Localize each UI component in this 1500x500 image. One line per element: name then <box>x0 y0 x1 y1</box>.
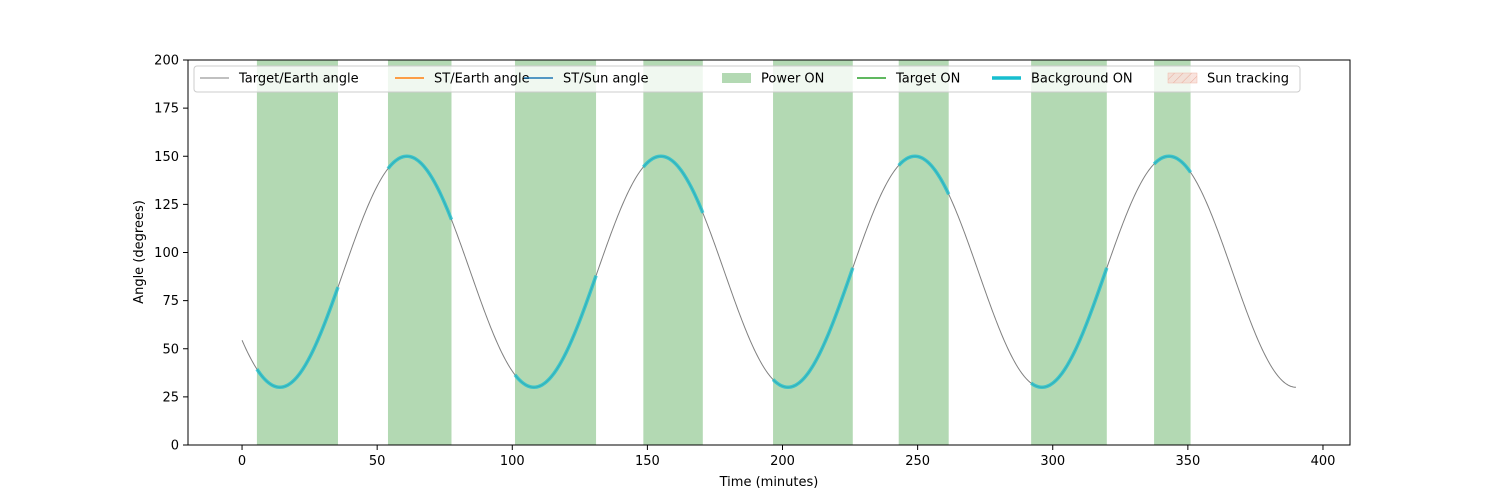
legend-handle-6 <box>1167 72 1198 84</box>
legend-label-5: Background ON <box>1031 72 1133 87</box>
power-on-band-7 <box>1154 60 1191 445</box>
power-on-band-3 <box>643 60 703 445</box>
power-on-band-1 <box>387 60 452 445</box>
y-tick-label-3: 75 <box>162 294 179 309</box>
background-on-segment-1 <box>386 154 454 221</box>
background-on-segment-6 <box>1030 267 1109 390</box>
y-tick-label-0: 0 <box>171 439 179 454</box>
legend: Target/Earth angle ST/Earth angle ST/Sun a… <box>193 65 1301 93</box>
legend-entry-0: Target/Earth angle <box>200 72 359 87</box>
y-tick-label-1: 25 <box>162 390 179 405</box>
legend-label-3: Power ON <box>761 72 824 87</box>
power-on-band-5 <box>898 60 949 445</box>
x-tick-label-2: 100 <box>500 454 525 469</box>
y-axis-ticks: 0 25 50 75 100 125 150 175 200 <box>154 54 188 454</box>
background-on-segment-3 <box>642 154 705 214</box>
power-on-bands <box>256 60 1191 445</box>
x-tick-label-0: 0 <box>238 454 246 469</box>
legend-label-0: Target/Earth angle <box>238 72 359 87</box>
x-axis-ticks: 0 50 100 150 200 250 300 350 400 <box>238 445 1335 469</box>
legend-entry-2: ST/Sun angle <box>524 72 649 87</box>
series-lines <box>241 154 1296 390</box>
background-on-segment-7 <box>1152 154 1192 174</box>
legend-entry-3: Power ON <box>722 72 824 87</box>
y-tick-label-8: 200 <box>154 54 179 69</box>
x-tick-label-7: 350 <box>1175 454 1200 469</box>
y-tick-label-2: 50 <box>162 342 179 357</box>
background-on-segment-0 <box>255 286 340 390</box>
legend-entry-4: Target ON <box>857 72 960 87</box>
power-on-band-4 <box>773 60 853 445</box>
background-on-segment-5 <box>897 154 951 196</box>
x-tick-label-8: 400 <box>1311 454 1336 469</box>
legend-label-1: ST/Earth angle <box>434 72 530 87</box>
legend-label-4: Target ON <box>895 72 960 87</box>
legend-label-2: ST/Sun angle <box>563 72 649 87</box>
legend-entry-5: Background ON <box>992 72 1133 87</box>
x-tick-label-4: 200 <box>770 454 795 469</box>
y-tick-label-5: 125 <box>154 198 179 213</box>
background-on-segment-4 <box>771 267 855 390</box>
x-axis-label: Time (minutes) <box>719 475 819 490</box>
background-on-segment-2 <box>513 275 598 390</box>
power-on-band-6 <box>1031 60 1107 445</box>
y-tick-label-6: 150 <box>154 150 179 165</box>
legend-entry-6: Sun tracking <box>1167 72 1289 87</box>
x-tick-label-6: 300 <box>1040 454 1065 469</box>
y-tick-label-4: 100 <box>154 246 179 261</box>
power-on-band-0 <box>256 60 338 445</box>
x-tick-label-5: 250 <box>905 454 930 469</box>
power-on-band-2 <box>514 60 597 445</box>
legend-label-6: Sun tracking <box>1207 72 1289 87</box>
legend-handle-3 <box>722 73 751 83</box>
y-axis-label: Angle (degrees) <box>132 200 147 304</box>
x-tick-label-1: 50 <box>369 454 386 469</box>
x-tick-label-3: 150 <box>635 454 660 469</box>
y-tick-label-7: 175 <box>154 102 179 117</box>
legend-entry-1: ST/Earth angle <box>395 72 530 87</box>
